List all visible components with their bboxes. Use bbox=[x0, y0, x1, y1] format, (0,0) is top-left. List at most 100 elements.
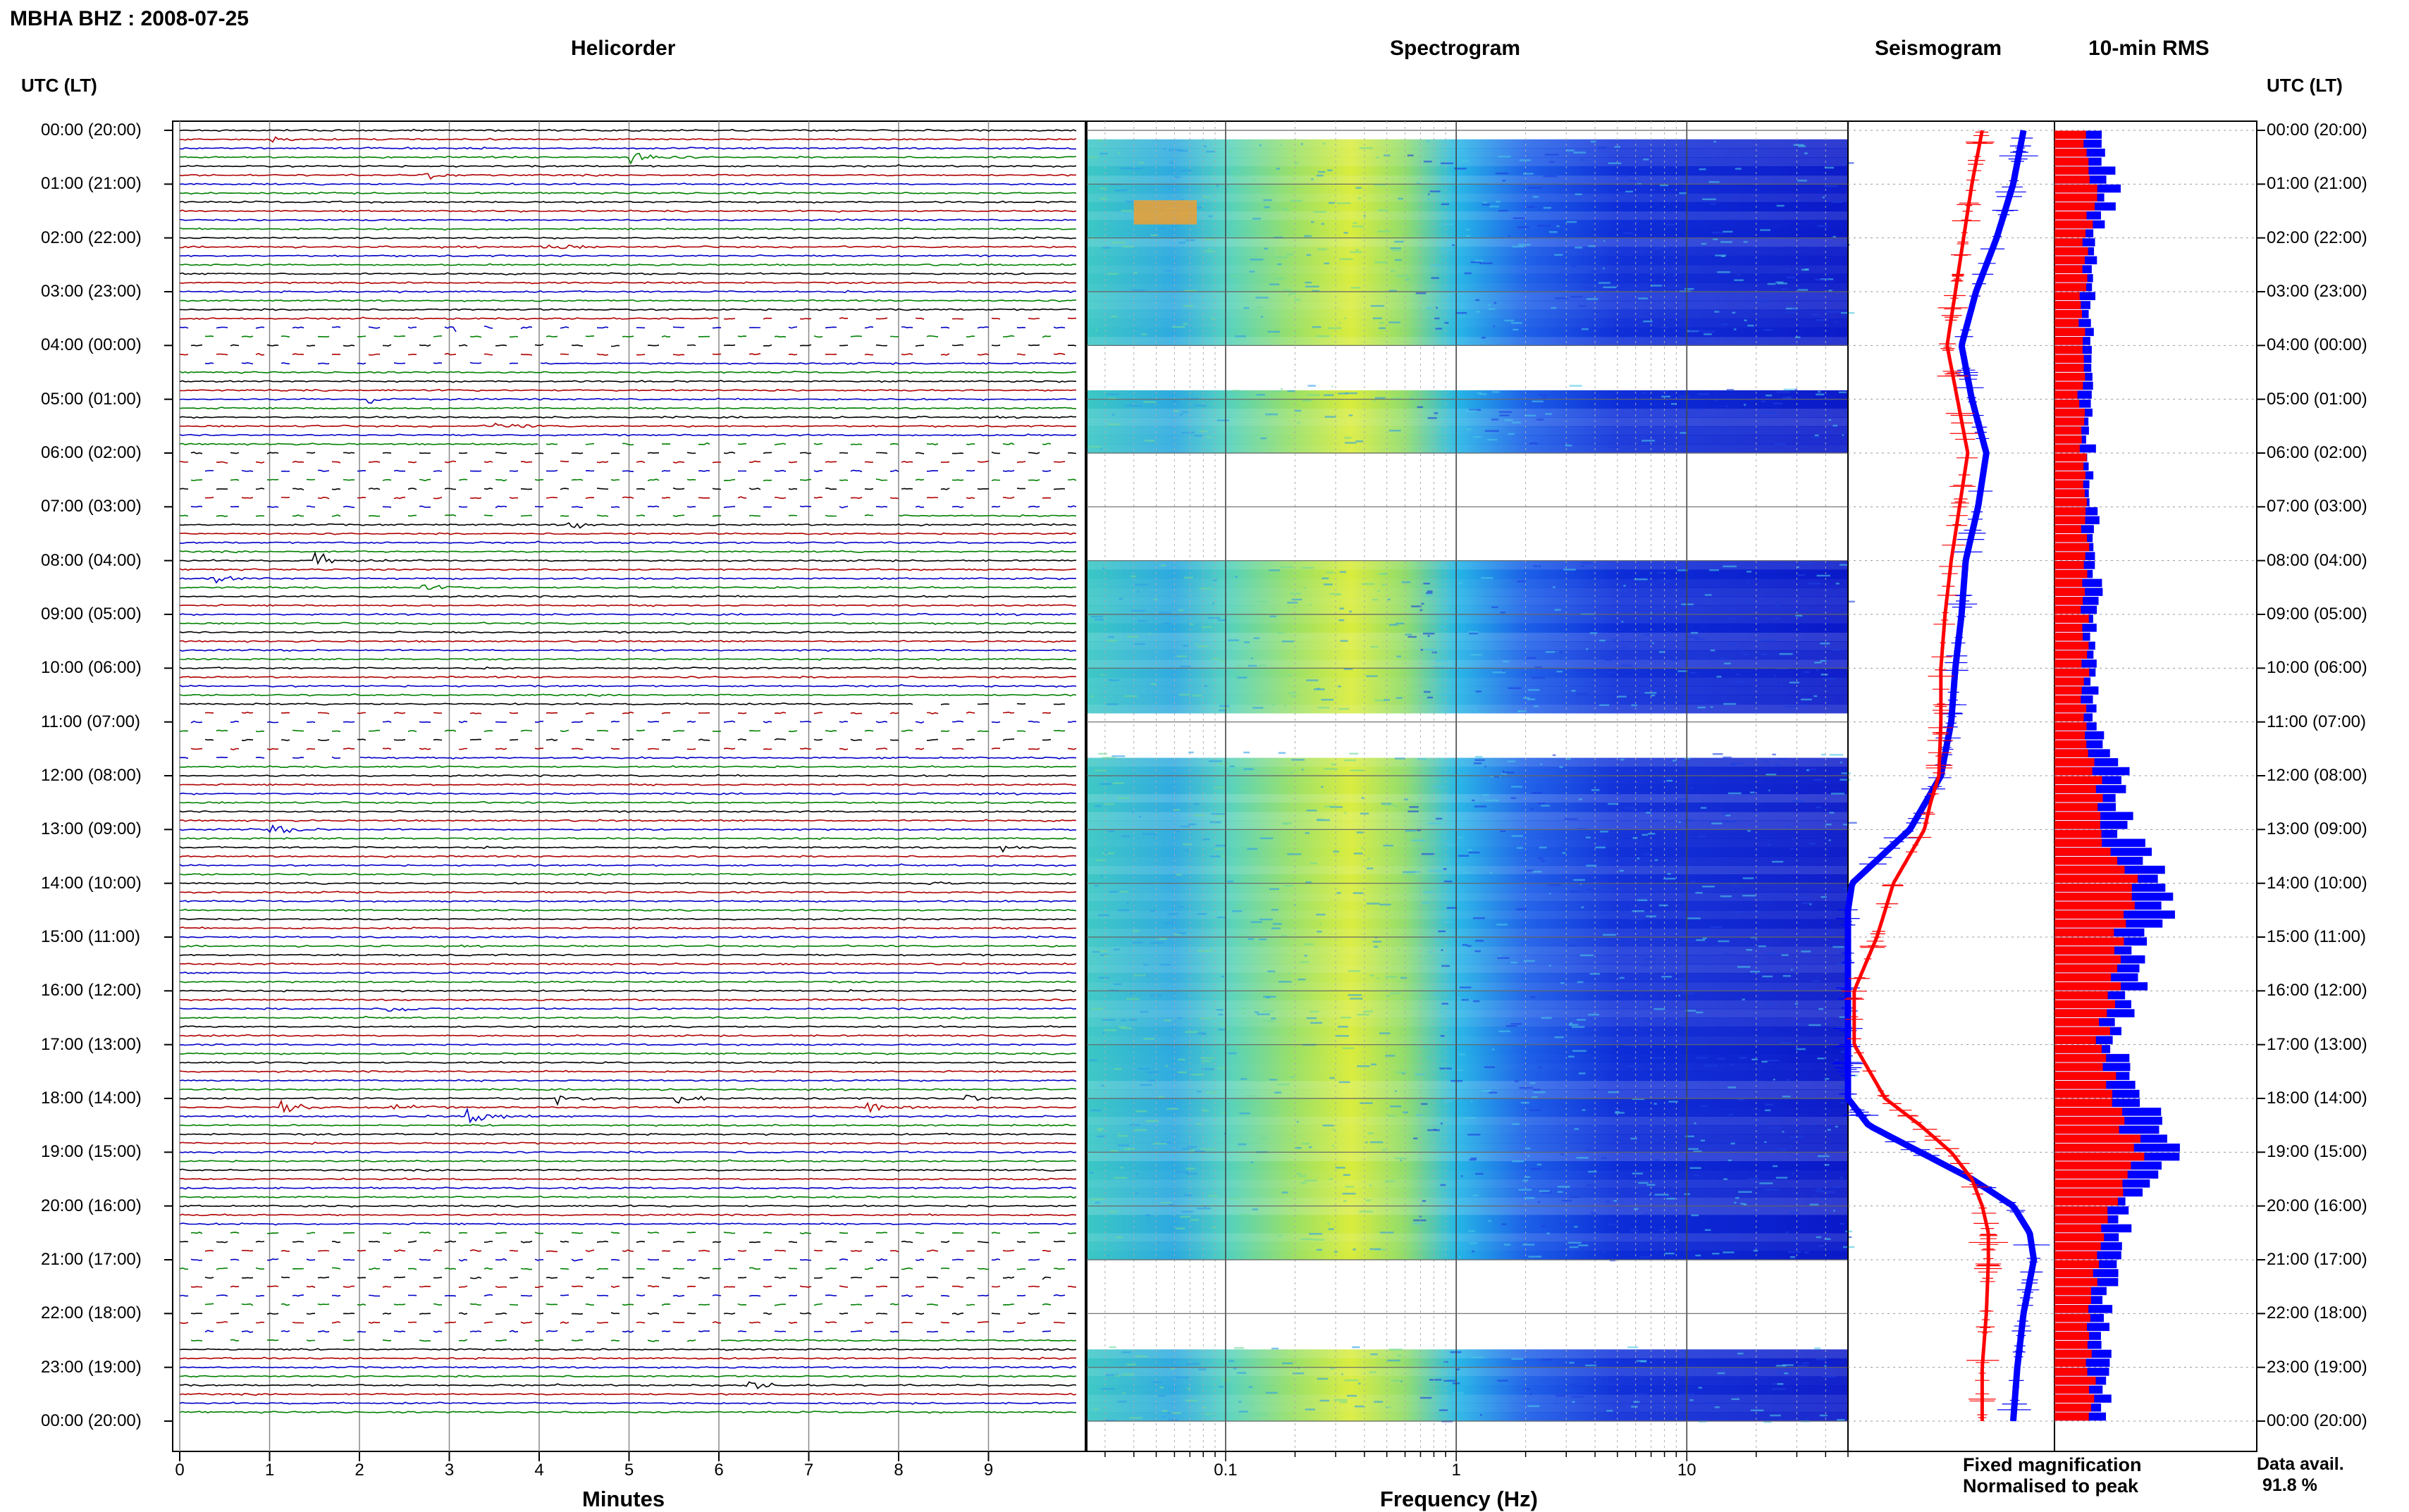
spectrogram-speckle bbox=[1736, 674, 1740, 676]
spectrogram-speckle bbox=[1637, 899, 1648, 901]
helicorder-trace bbox=[179, 855, 1077, 858]
spectrogram-speckle bbox=[1307, 385, 1316, 387]
rms-bar-normalised bbox=[2054, 1368, 2088, 1376]
spectrogram-speckle bbox=[1338, 322, 1341, 324]
helicorder-trace bbox=[179, 1392, 1077, 1396]
helicorder-trace bbox=[179, 272, 1077, 275]
spectrogram-speckle bbox=[1823, 1191, 1835, 1194]
spectrogram-speckle bbox=[1424, 1046, 1427, 1048]
spectrogram-row bbox=[1087, 677, 1848, 687]
helicorder-trace bbox=[179, 540, 1077, 545]
spectrogram-speckle bbox=[1762, 975, 1773, 978]
spectrogram-speckle bbox=[1403, 871, 1417, 873]
spectrogram-speckle bbox=[1677, 670, 1688, 672]
spectrogram-speckle bbox=[1569, 1383, 1577, 1386]
spectrogram-speckle bbox=[1835, 321, 1837, 323]
spectrogram-speckle bbox=[1200, 1057, 1214, 1059]
spectrogram-speckle bbox=[1835, 583, 1840, 585]
spectrogram-speckle bbox=[1737, 966, 1751, 968]
spectrogram-speckle bbox=[1259, 918, 1273, 921]
spectrogram-row bbox=[1087, 955, 1848, 965]
spectrogram-speckle bbox=[1405, 829, 1416, 832]
hour-label-right: 18:00 (14:00) bbox=[2267, 1089, 2367, 1108]
spectrogram-title: Spectrogram bbox=[1390, 37, 1521, 60]
helicorder-trace bbox=[179, 595, 1077, 598]
spectrogram-speckle bbox=[1295, 1146, 1302, 1149]
spectrogram-speckle bbox=[1606, 863, 1611, 865]
spectrogram-row bbox=[1087, 1080, 1848, 1090]
spectrogram-speckle bbox=[1772, 753, 1776, 756]
spectrogram-speckle bbox=[1512, 1123, 1520, 1125]
spectrogram-speckle bbox=[1813, 779, 1824, 781]
rms-bar-normalised bbox=[2054, 283, 2087, 292]
spectrogram-speckle bbox=[1201, 1068, 1216, 1070]
spectrogram-speckle bbox=[1441, 1003, 1449, 1005]
spectrogram-speckle bbox=[1534, 666, 1543, 669]
helicorder-trace bbox=[179, 998, 1077, 1002]
spectrogram-speckle bbox=[1470, 654, 1483, 656]
rms-bar-normalised bbox=[2054, 731, 2085, 740]
spectrogram-speckle bbox=[1465, 228, 1470, 231]
spectrogram-speckle bbox=[1519, 159, 1532, 161]
spectrogram-speckle bbox=[1216, 814, 1227, 817]
spectrogram-speckle bbox=[1387, 598, 1391, 601]
spectrogram-speckle bbox=[1489, 205, 1499, 208]
spectrogram-speckle bbox=[1726, 389, 1735, 391]
spectrogram-speckle bbox=[1436, 306, 1438, 309]
spectrogram-speckle bbox=[1653, 1103, 1657, 1105]
spectrogram-speckle bbox=[1252, 218, 1261, 220]
spectrogram-speckle bbox=[1785, 307, 1798, 310]
spectrogram-speckle bbox=[1203, 145, 1207, 147]
hour-label-left: 20:00 (16:00) bbox=[41, 1196, 142, 1215]
spectrogram-row bbox=[1087, 1241, 1848, 1251]
helicorder-trace bbox=[179, 1321, 1066, 1325]
spectrogram-speckle bbox=[1182, 411, 1188, 414]
rms-bar-normalised bbox=[2054, 928, 2114, 937]
spectrogram-speckle bbox=[1099, 783, 1113, 785]
helicorder-trace bbox=[179, 1007, 1077, 1012]
spectrogram-speckle bbox=[1586, 1148, 1600, 1151]
spectrogram-speckle bbox=[1615, 1110, 1620, 1113]
spectrogram-speckle bbox=[1287, 602, 1298, 604]
spectrogram-speckle bbox=[1634, 578, 1648, 581]
rms-bar-normalised bbox=[2054, 462, 2084, 471]
spectrogram-speckle bbox=[1099, 187, 1107, 190]
spectrogram-speckle bbox=[1797, 566, 1799, 569]
spectrogram-speckle bbox=[1543, 397, 1547, 399]
rms-bar-normalised bbox=[2054, 803, 2098, 812]
data-avail-label: Data avail. bbox=[2257, 1454, 2344, 1474]
hour-label-left: 16:00 (12:00) bbox=[41, 981, 142, 1000]
spectrogram-speckle bbox=[1621, 621, 1624, 623]
spectrogram-speckle bbox=[1117, 1401, 1127, 1403]
spectrogram-speckle bbox=[1247, 664, 1257, 667]
spectrogram-speckle bbox=[1569, 385, 1582, 387]
spectrogram-speckle bbox=[1363, 215, 1366, 217]
spectrogram-speckle bbox=[1815, 278, 1829, 281]
spectrogram-speckle bbox=[1617, 192, 1627, 194]
spectrogram-row bbox=[1087, 1403, 1848, 1413]
spectrogram-speckle bbox=[1496, 923, 1508, 926]
spectrogram-speckle bbox=[1716, 676, 1722, 678]
spectrogram-speckle bbox=[1630, 918, 1643, 921]
spectrogram-speckle bbox=[1643, 853, 1649, 855]
spectrogram-speckle bbox=[1341, 1373, 1343, 1375]
helicorder-trace bbox=[179, 926, 1076, 930]
rms-bar-normalised bbox=[2054, 1089, 2112, 1098]
spectrogram-speckle bbox=[1837, 1418, 1845, 1421]
spectrogram-speckle bbox=[1644, 958, 1657, 960]
spectrogram-speckle bbox=[1318, 707, 1330, 709]
spectrogram-speckle bbox=[1305, 881, 1312, 884]
spectrogram-speckle bbox=[1644, 692, 1657, 694]
rms-bar-normalised bbox=[2054, 1188, 2124, 1197]
spectrogram-speckle bbox=[1510, 961, 1517, 964]
spectrogram-speckle bbox=[1098, 977, 1109, 979]
spectrogram-speckle bbox=[1247, 286, 1250, 289]
spectrogram-speckle bbox=[1344, 317, 1347, 319]
spectrogram-speckle bbox=[1597, 146, 1607, 149]
spectrogram-speckle bbox=[1493, 775, 1500, 778]
spectrogram-speckle bbox=[1628, 197, 1633, 199]
spectrogram-speckle bbox=[1770, 1414, 1781, 1417]
spectrogram-speckle bbox=[1338, 707, 1350, 710]
spectrogram-speckle bbox=[1441, 178, 1449, 180]
spectrogram-speckle bbox=[1135, 643, 1146, 645]
